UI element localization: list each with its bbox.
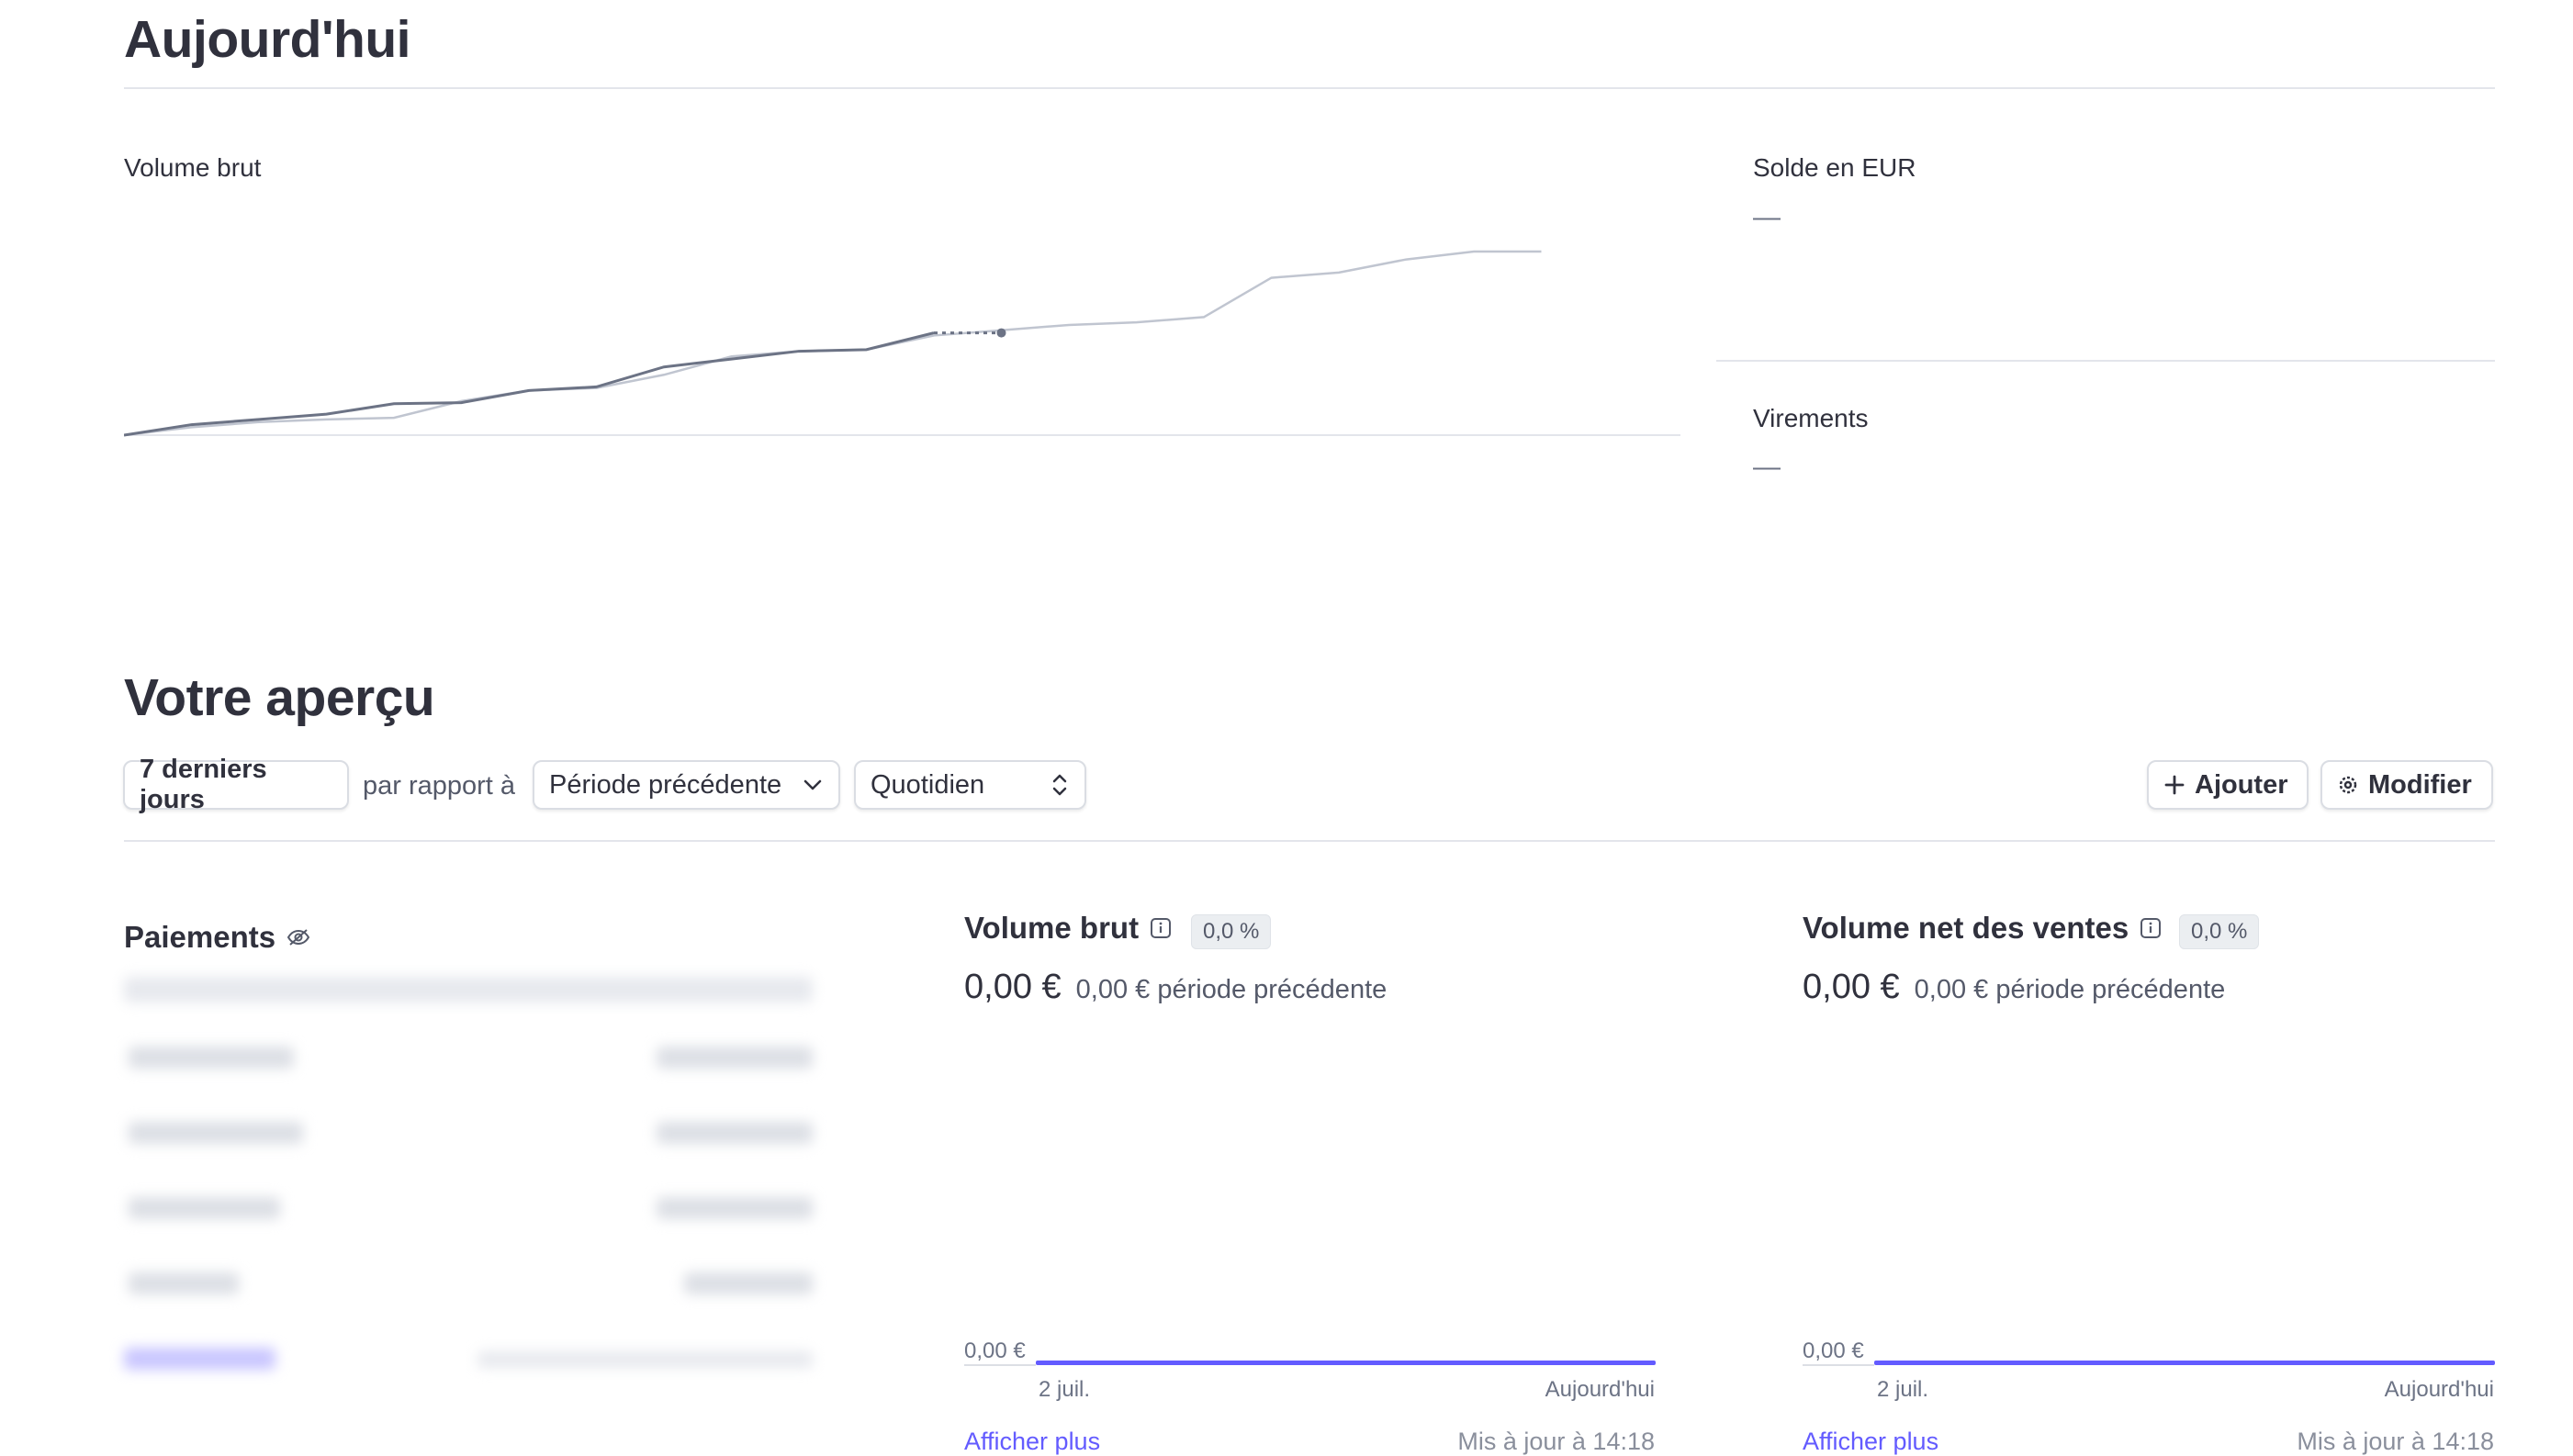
card-title: Volume net des ventes <box>1803 911 2129 945</box>
card-previous-value: 0,00 € période précédente <box>1914 975 2226 1004</box>
balance-label[interactable]: Solde en EUR <box>1753 153 1916 182</box>
add-button-label: Ajouter <box>2195 769 2288 800</box>
payments-updated <box>478 1351 813 1368</box>
axis-tick-line <box>964 1364 1036 1366</box>
payouts-value: — <box>1753 452 1781 482</box>
interval-select-label: Quotidien <box>871 769 985 800</box>
updated-time: Mis à jour à 14:18 <box>1457 1428 1655 1455</box>
balance-value: — <box>1753 202 1781 232</box>
show-more-link[interactable]: Afficher plus <box>1803 1428 1939 1455</box>
edit-button[interactable]: Modifier <box>2320 760 2493 810</box>
x-axis-end-label: Aujourd'hui <box>2384 1377 2494 1402</box>
compare-text: par rapport à <box>363 771 516 801</box>
current-point-marker <box>996 328 1006 338</box>
payments-row <box>684 1272 813 1294</box>
change-badge: 0,0 % <box>1191 914 1272 949</box>
card-title: Volume brut <box>964 911 1140 945</box>
payments-bar <box>124 977 813 1002</box>
payouts-label[interactable]: Virements <box>1753 404 1869 432</box>
gross-volume-card-header: Volume brut <box>964 911 1172 946</box>
payments-title: Paiements <box>124 920 276 954</box>
payments-header: Paiements <box>124 920 310 955</box>
payments-link[interactable] <box>124 1348 275 1370</box>
date-range-label: 7 derniers jours <box>140 755 267 814</box>
previous-period-line <box>124 250 1542 437</box>
payments-row <box>129 1047 294 1069</box>
payments-row <box>129 1272 239 1294</box>
gear-icon <box>2337 774 2359 796</box>
payments-row <box>657 1122 813 1144</box>
updated-time: Mis à jour à 14:18 <box>2297 1428 2494 1455</box>
x-axis-start-label: 2 juil. <box>1039 1377 1091 1402</box>
gross-volume-label[interactable]: Volume brut <box>124 153 262 182</box>
card-values: 0,00 € 0,00 € période précédente <box>1803 968 2225 1007</box>
overview-title: Votre aperçu <box>124 668 435 727</box>
current-series-line <box>1874 1361 2495 1365</box>
axis-tick-line <box>1803 1364 1874 1366</box>
card-value: 0,00 € <box>964 968 1062 1006</box>
show-more-link[interactable]: Afficher plus <box>964 1428 1101 1455</box>
interval-select[interactable]: Quotidien <box>854 760 1086 810</box>
chevron-updown-icon <box>1050 772 1070 798</box>
today-volume-chart <box>124 250 1680 437</box>
edit-button-label: Modifier <box>2368 769 2472 800</box>
compare-select[interactable]: Période précédente <box>533 760 840 810</box>
payments-row <box>657 1047 813 1069</box>
current-series-line <box>1036 1361 1656 1365</box>
today-title: Aujourd'hui <box>124 10 410 69</box>
card-values: 0,00 € 0,00 € période précédente <box>964 968 1387 1007</box>
y-axis-label: 0,00 € <box>964 1338 1026 1363</box>
net-volume-card-header: Volume net des ventes <box>1803 911 2162 946</box>
x-axis-start-label: 2 juil. <box>1877 1377 1929 1402</box>
card-previous-value: 0,00 € période précédente <box>1075 975 1388 1004</box>
date-range-button[interactable]: 7 derniers jours <box>123 755 349 814</box>
eye-off-icon[interactable] <box>287 927 310 947</box>
change-badge: 0,0 % <box>2179 914 2260 949</box>
overview-divider <box>124 840 2495 842</box>
payments-row <box>129 1197 280 1219</box>
payments-row <box>129 1122 303 1144</box>
card-value: 0,00 € <box>1803 968 1900 1006</box>
chevron-down-icon <box>802 774 824 796</box>
info-icon[interactable] <box>2140 917 2162 939</box>
current-period-line <box>124 331 935 437</box>
plus-icon <box>2163 774 2185 796</box>
add-button[interactable]: Ajouter <box>2147 760 2309 810</box>
compare-select-label: Période précédente <box>549 769 782 800</box>
x-axis-end-label: Aujourd'hui <box>1545 1377 1655 1402</box>
balance-divider <box>1716 360 2495 362</box>
info-icon[interactable] <box>1150 917 1172 939</box>
payments-row <box>657 1197 813 1219</box>
today-divider <box>124 87 2495 89</box>
y-axis-label: 0,00 € <box>1803 1338 1864 1363</box>
